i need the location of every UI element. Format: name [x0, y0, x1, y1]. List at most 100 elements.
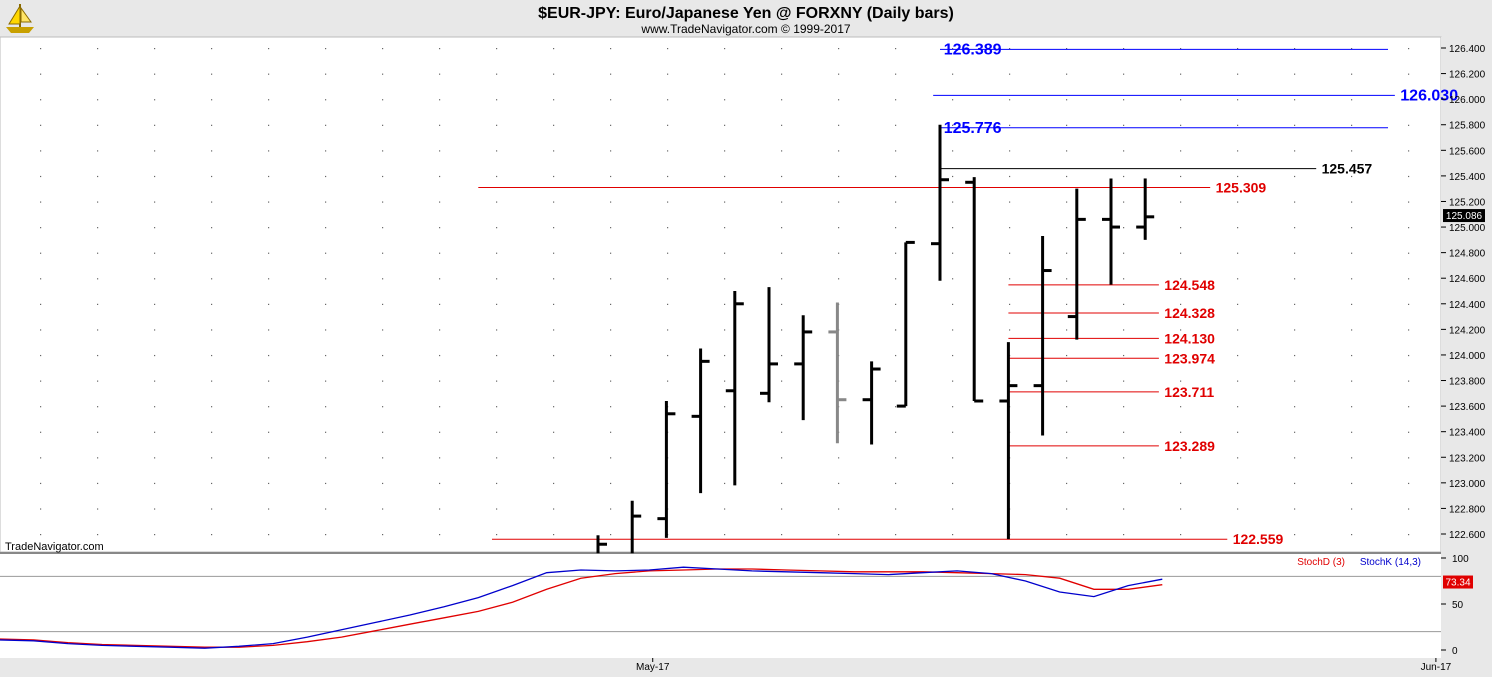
grid-dot: [838, 534, 840, 536]
stoch-axis: [1441, 555, 1492, 658]
grid-dot: [781, 99, 783, 101]
grid-dot: [154, 354, 156, 357]
grid-dot: [40, 431, 42, 433]
grid-dot: [895, 252, 897, 254]
grid-dot: [952, 329, 954, 331]
level-label: 125.776: [944, 120, 1002, 137]
grid-dot: [781, 227, 783, 229]
grid-dot: [439, 380, 441, 382]
grid-dot: [211, 227, 213, 229]
grid-dot: [781, 329, 783, 331]
grid-dot: [40, 252, 42, 254]
grid-dot: [838, 175, 840, 178]
grid-dot: [895, 227, 897, 229]
grid-dot: [211, 482, 213, 485]
grid-dot: [667, 201, 669, 203]
date-axis: [0, 658, 1492, 677]
price-tick-label: 123.200: [1449, 453, 1486, 464]
grid-dot: [1237, 73, 1239, 75]
grid-dot: [610, 329, 612, 331]
grid-dot: [1294, 99, 1296, 101]
grid-dot: [1066, 457, 1068, 459]
grid-dot: [1351, 150, 1353, 152]
grid-dot: [496, 354, 498, 357]
grid-dot: [1408, 175, 1410, 178]
price-tick-label: 125.600: [1449, 146, 1486, 157]
grid-dot: [1180, 406, 1182, 408]
grid-dot: [154, 406, 156, 408]
grid-dot: [1009, 48, 1011, 50]
grid-dot: [439, 354, 441, 357]
grid-dot: [610, 99, 612, 101]
grid-dot: [1294, 201, 1296, 203]
grid-dot: [952, 99, 954, 101]
grid-dot: [382, 329, 384, 331]
grid-dot: [553, 48, 555, 50]
grid-dot: [496, 380, 498, 382]
grid-dot: [553, 354, 555, 357]
grid-dot: [667, 252, 669, 254]
grid-dot: [325, 329, 327, 331]
grid-dot: [724, 48, 726, 50]
grid-dot: [1408, 457, 1410, 459]
grid-dot: [895, 73, 897, 75]
grid-dot: [268, 201, 270, 203]
grid-dot: [553, 406, 555, 408]
grid-dot: [40, 457, 42, 459]
grid-dot: [40, 99, 42, 101]
grid-dot: [952, 73, 954, 75]
grid-dot: [268, 99, 270, 101]
grid-dot: [439, 482, 441, 485]
grid-dot: [895, 278, 897, 280]
grid-dot: [382, 431, 384, 433]
grid-dot: [1123, 227, 1125, 229]
grid-dot: [1009, 124, 1011, 126]
stoch-last-label: 73.34: [1445, 578, 1470, 589]
grid-dot: [952, 380, 954, 382]
grid-dot: [382, 124, 384, 126]
grid-dot: [724, 329, 726, 331]
grid-dot: [268, 508, 270, 510]
grid-dot: [211, 431, 213, 433]
grid-dot: [1294, 150, 1296, 152]
grid-dot: [553, 99, 555, 101]
grid-dot: [781, 431, 783, 433]
grid-dot: [1351, 303, 1353, 305]
grid-dot: [1009, 99, 1011, 101]
level-label: 123.711: [1164, 384, 1214, 400]
grid-dot: [97, 482, 99, 485]
grid-dot: [40, 48, 42, 50]
level-label: 125.457: [1322, 161, 1373, 177]
grid-dot: [553, 534, 555, 536]
grid-dot: [97, 124, 99, 126]
grid-dot: [1408, 482, 1410, 485]
grid-dot: [1408, 431, 1410, 433]
grid-dot: [1180, 354, 1182, 357]
grid-dot: [1237, 150, 1239, 152]
grid-dot: [97, 278, 99, 280]
grid-dot: [40, 508, 42, 510]
grid-dot: [154, 278, 156, 280]
level-label: 125.309: [1216, 180, 1267, 196]
grid-dot: [496, 406, 498, 408]
grid-dot: [952, 175, 954, 178]
grid-dot: [724, 124, 726, 126]
grid-dot: [1294, 124, 1296, 126]
stoch-group: [0, 566, 1441, 649]
grid-dot: [1294, 175, 1296, 178]
grid-dot: [40, 380, 42, 382]
grid-dot: [496, 124, 498, 126]
grid-dot: [1408, 227, 1410, 229]
grid-dot: [1066, 175, 1068, 178]
grid-dot: [952, 278, 954, 280]
grid-dot: [1294, 534, 1296, 536]
grid-dot: [1123, 175, 1125, 178]
price-tick-label: 122.800: [1449, 504, 1486, 515]
grid-dot: [1123, 354, 1125, 357]
grid-dot: [1180, 48, 1182, 50]
grid-dot: [610, 150, 612, 152]
grid-dot: [1237, 278, 1239, 280]
grid-dot: [1408, 406, 1410, 408]
grid-dot: [724, 354, 726, 357]
grid-dot: [325, 406, 327, 408]
